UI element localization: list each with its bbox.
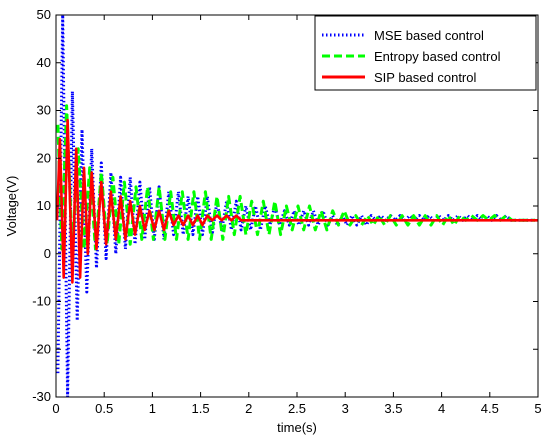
x-tick-label: 1.5: [192, 401, 210, 416]
legend: MSE based control Entropy based control …: [314, 15, 537, 91]
series-line-entropy: [56, 104, 536, 256]
x-tick-label: 3.5: [384, 401, 402, 416]
x-tick-label: 0.5: [95, 401, 113, 416]
y-tick-label: -30: [32, 389, 51, 404]
legend-label-sip: SIP based control: [374, 70, 476, 85]
y-tick-label: 10: [37, 198, 51, 213]
series-line-sip: [56, 118, 538, 284]
x-tick-label: 4: [438, 401, 445, 416]
x-tick-label: 2.5: [288, 401, 306, 416]
y-tick-label: 0: [44, 246, 51, 261]
legend-label-entropy: Entropy based control: [374, 49, 501, 64]
legend-label-mse: MSE based control: [374, 28, 484, 43]
x-tick-label: 3: [342, 401, 349, 416]
series-layer: [56, 15, 538, 397]
x-tick-label: 5: [534, 401, 541, 416]
y-tick-label: 50: [37, 7, 51, 22]
x-tick-label: 0: [52, 401, 59, 416]
x-tick-label: 4.5: [481, 401, 499, 416]
x-tick-label: 2: [245, 401, 252, 416]
x-tick-label: 1: [149, 401, 156, 416]
y-tick-label: 20: [37, 150, 51, 165]
y-tick-label: 30: [37, 103, 51, 118]
x-axis-label: time(s): [277, 420, 317, 435]
y-tick-label: -20: [32, 341, 51, 356]
y-axis-label: Voltage(V): [4, 176, 19, 237]
y-tick-label: -10: [32, 294, 51, 309]
y-tick-label: 40: [37, 55, 51, 70]
